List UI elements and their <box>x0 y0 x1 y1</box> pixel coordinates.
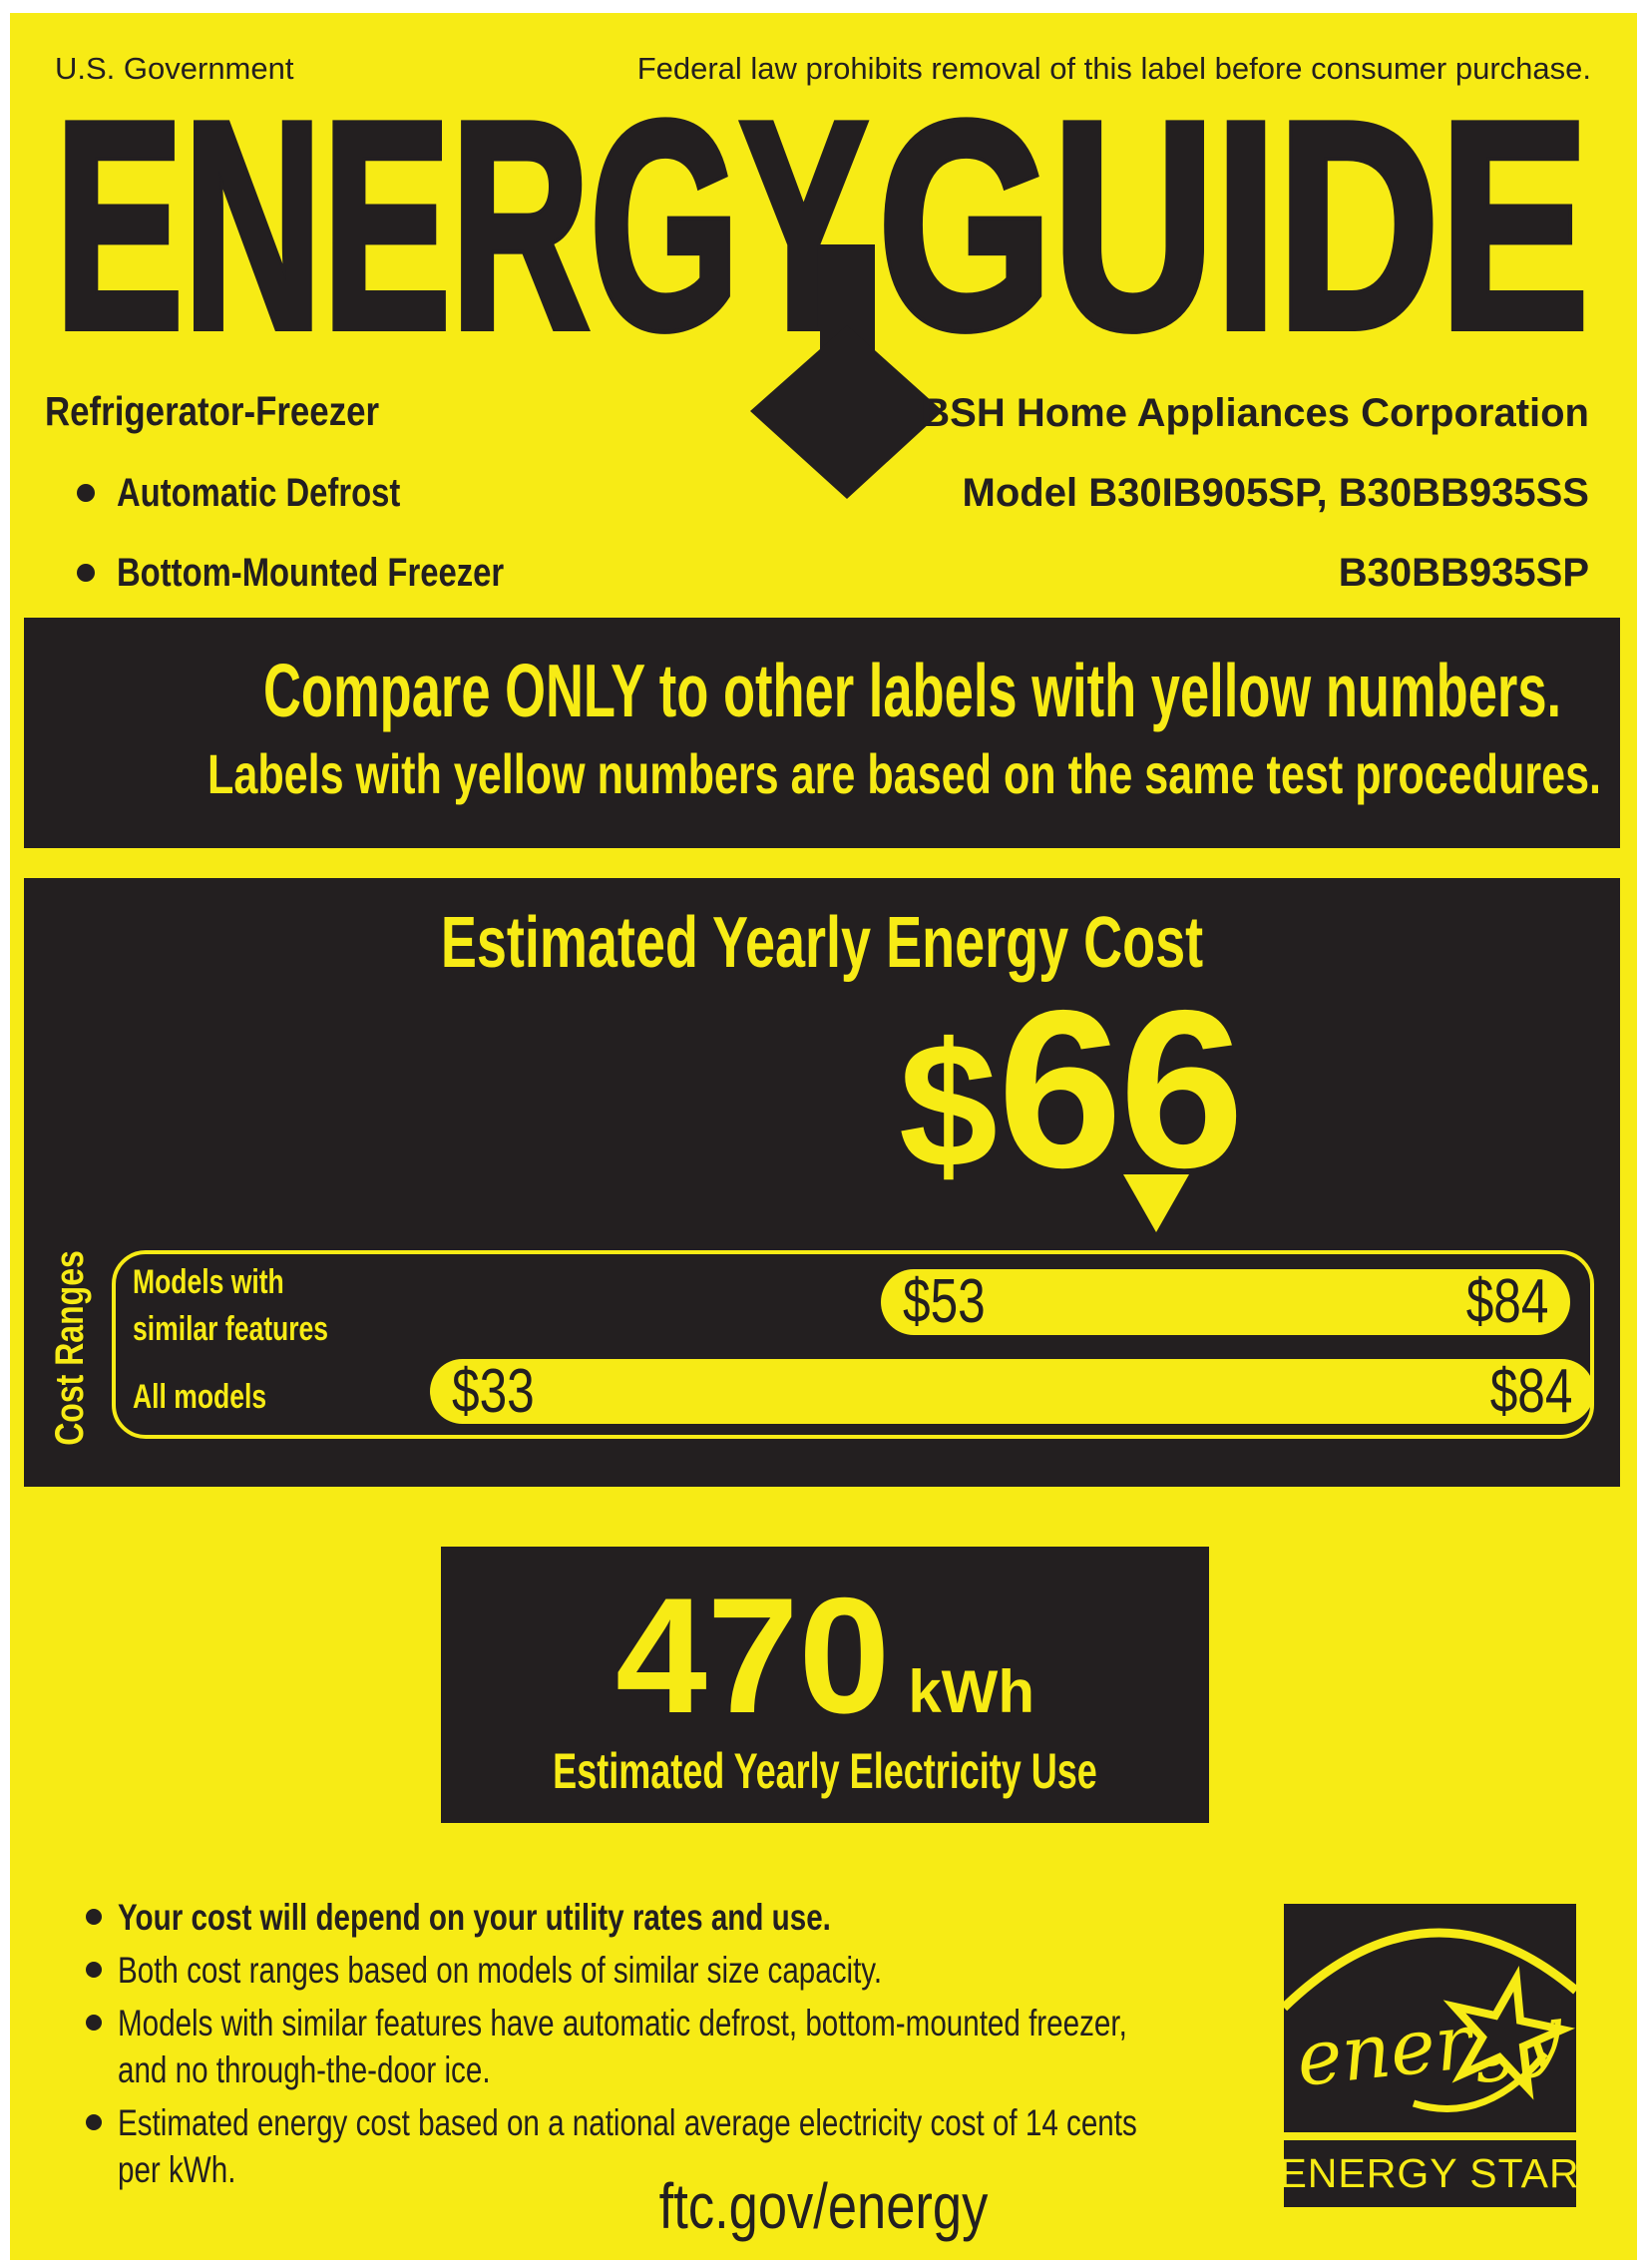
footnote-item: Models with similar features have automa… <box>84 2000 1480 2093</box>
electricity-unit: kWh <box>908 1658 1034 1725</box>
range-min-value: $53 <box>903 1267 986 1336</box>
footnote-item: Your cost will depend on your utility ra… <box>84 1894 1480 1941</box>
yearly-energy-cost-value: $66 <box>899 977 1244 1204</box>
similar-models-range-bar: $53 $84 <box>881 1269 1570 1335</box>
product-category: Refrigerator-Freezer <box>45 388 380 434</box>
electricity-use-panel: 470 kWh Estimated Yearly Electricity Use <box>441 1547 1209 1823</box>
cost-amount: 66 <box>998 963 1244 1214</box>
range-max-value: $84 <box>1489 1357 1572 1426</box>
logo-word-energy: ENERGY <box>55 115 868 390</box>
feature-item: Bottom-Mounted Freezer <box>77 533 589 613</box>
cost-ranges-box <box>112 1250 1594 1439</box>
energy-star-label: ENERGY STAR <box>1284 2150 1576 2196</box>
compare-banner: Compare ONLY to other labels with yellow… <box>24 618 1620 848</box>
similar-models-label: Models with similar features <box>133 1263 329 1348</box>
feature-item: Automatic Defrost <box>77 453 589 533</box>
header-agency: U.S. Government <box>55 51 294 86</box>
energy-star-logo: energy ENERGY STAR <box>1284 1904 1576 2207</box>
model-numbers-line1: Model B30IB905SP, B30BB935SS <box>962 471 1589 515</box>
electricity-caption: Estimated Yearly Electricity Use <box>553 1743 1097 1799</box>
electricity-value: 470 <box>616 1564 891 1747</box>
bullet-icon <box>86 1962 102 1978</box>
footnote-list: Your cost will depend on your utility ra… <box>84 1894 1480 2199</box>
cost-ranges-axis-label: Cost Ranges <box>48 1250 92 1446</box>
energy-star-swoosh <box>1412 2050 1548 2112</box>
down-arrow-icon <box>750 244 943 499</box>
bullet-icon <box>86 2114 102 2130</box>
footnote-item: Estimated energy cost based on a nationa… <box>84 2099 1480 2193</box>
energyguide-label: U.S. Government Federal law prohibits re… <box>10 13 1637 2260</box>
energy-cost-panel: Estimated Yearly Energy Cost $66 Cost Ra… <box>24 878 1620 1487</box>
range-min-value: $33 <box>452 1357 535 1426</box>
bullet-icon <box>86 1909 102 1925</box>
website-text: ftc.gov/energy <box>658 2170 989 2242</box>
model-numbers-line2: B30BB935SP <box>1338 551 1589 595</box>
electricity-use-value-row: 470 kWh <box>441 1574 1209 1790</box>
footnote-item: Both cost ranges based on models of simi… <box>84 1947 1480 1994</box>
all-models-range-bar: $33 $84 <box>430 1359 1594 1424</box>
bullet-icon <box>86 2015 102 2031</box>
energy-star-bar <box>1284 2140 1576 2207</box>
manufacturer-name: BSH Home Appliances Corporation <box>921 391 1589 435</box>
energy-cost-title: Estimated Yearly Energy Cost <box>440 903 1204 983</box>
logo-word-guide: GUIDE <box>878 115 1589 390</box>
bullet-icon <box>77 484 95 502</box>
energy-star-arc <box>1284 1928 1576 2012</box>
range-max-value: $84 <box>1465 1267 1548 1336</box>
cost-marker-icon <box>1123 1174 1189 1232</box>
compare-banner-line2: Labels with yellow numbers are based on … <box>207 742 1602 805</box>
currency-symbol: $ <box>899 1006 998 1204</box>
star-icon <box>1442 1965 1576 2100</box>
compare-banner-line1: Compare ONLY to other labels with yellow… <box>263 649 1562 732</box>
all-models-label: All models <box>133 1378 267 1416</box>
energyguide-logo: ENERGY GUIDE <box>55 115 1591 499</box>
header-removal-notice: Federal law prohibits removal of this la… <box>636 51 1591 86</box>
bullet-icon <box>77 564 95 582</box>
